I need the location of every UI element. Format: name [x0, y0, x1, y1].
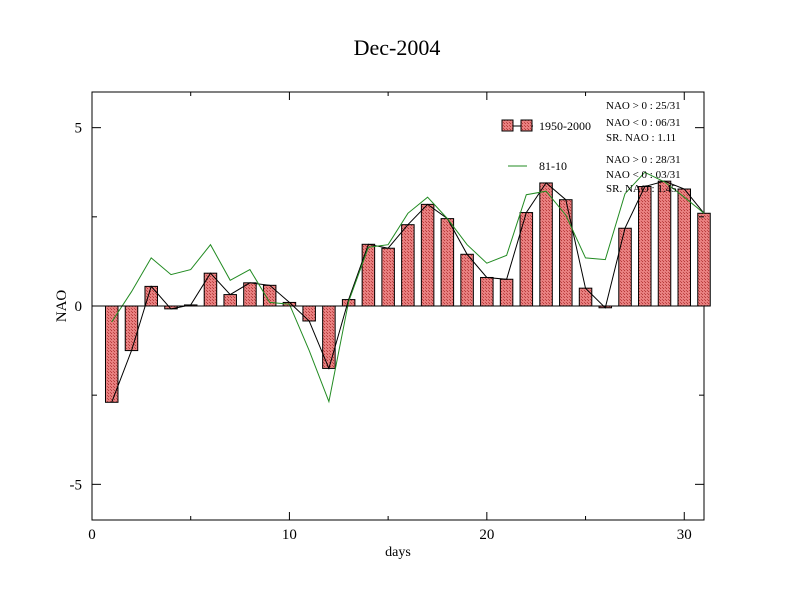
stat-1950-sr: SR. NAO : 1.11: [606, 132, 676, 144]
legend-label-1950-2000: 1950-2000: [539, 119, 591, 133]
stat-8110-pos: NAO > 0 : 28/31: [606, 154, 681, 166]
y-tick-label-2: 5: [75, 121, 83, 137]
x-tick-label-10: 10: [282, 527, 297, 543]
stat-1950-neg: NAO < 0 : 06/31: [606, 117, 681, 129]
bar-day-15: [381, 247, 395, 307]
bars-layer: [104, 180, 711, 403]
lines-layer: [111, 171, 705, 404]
legend-label-81-10: 81-10: [539, 159, 567, 173]
stats-annotations: NAO > 0 : 25/31 NAO < 0 : 06/31 SR. NAO …: [606, 100, 681, 195]
bar-day-14: [361, 243, 376, 307]
bar-day-29: [657, 180, 672, 307]
bar-day-27: [618, 227, 632, 307]
legend: 1950-2000 81-10: [501, 119, 591, 173]
x-tick-label-20: 20: [479, 527, 494, 543]
y-axis-label: NAO: [54, 290, 70, 323]
stat-1950-pos: NAO > 0 : 25/31: [606, 100, 681, 112]
bar-day-2: [124, 305, 139, 352]
axes-layer: 0 10 20 30 -5 0 5: [70, 92, 704, 543]
x-tick-label-0: 0: [88, 527, 96, 543]
bar-day-16: [401, 224, 415, 307]
x-tick-label-30: 30: [677, 527, 692, 543]
bar-day-20: [480, 276, 494, 307]
bar-day-11: [302, 305, 316, 322]
bar-day-30: [677, 188, 692, 307]
bar-day-19: [460, 253, 474, 307]
legend-swatch-left: [501, 119, 514, 132]
y-tick-label-1: 0: [75, 299, 83, 315]
bar-day-31: [697, 212, 711, 307]
bar-day-1: [104, 305, 119, 403]
bar-day-3: [144, 285, 158, 307]
bar-day-28: [638, 186, 652, 307]
legend-swatch-right: [520, 119, 533, 132]
series-line-1950-2000: [111, 180, 705, 403]
bar-day-7: [223, 294, 237, 307]
stat-8110-sr: SR. NAO : 1.45: [606, 183, 677, 195]
stat-8110-neg: NAO < 0 : 03/31: [606, 169, 681, 181]
bar-day-21: [499, 278, 514, 307]
bar-day-17: [420, 203, 435, 307]
bar-day-18: [440, 218, 455, 307]
series-line-81-10: [111, 171, 705, 404]
bar-day-25: [578, 287, 593, 307]
bar-day-8: [243, 282, 257, 307]
y-tick-label-0: -5: [70, 477, 83, 493]
bar-day-23: [539, 182, 553, 307]
chart-title: Dec-2004: [354, 35, 441, 60]
x-axis-label: days: [385, 545, 411, 560]
